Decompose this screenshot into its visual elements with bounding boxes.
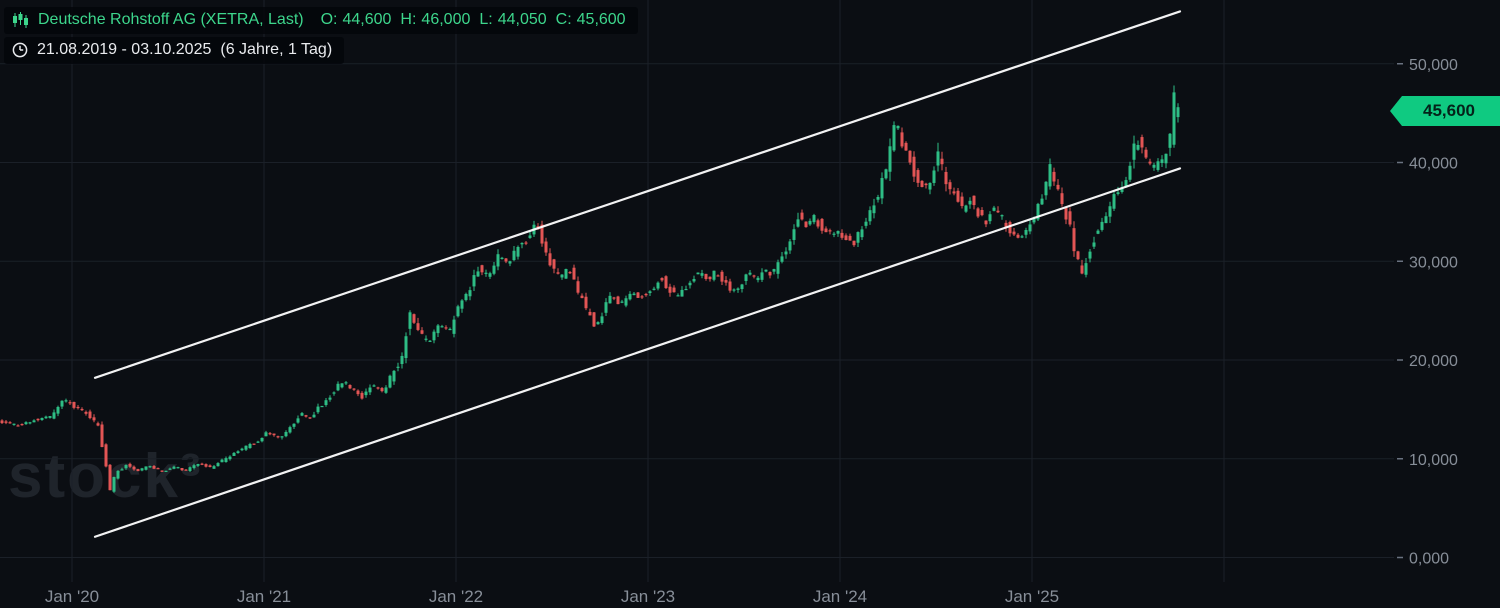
price-axis[interactable]: 50,000 40,000 30,000 20,000 10,000 0,000 [1397, 57, 1458, 568]
instrument-legend[interactable]: Deutsche Rohstoff AG (XETRA, Last) O: 44,… [4, 7, 638, 34]
high-label: H: [400, 11, 417, 28]
trend-channel-lower-line[interactable] [93, 167, 1182, 538]
last-price-badge: 45,600 [1390, 96, 1500, 126]
open-value: 44,600 [342, 11, 392, 28]
low-label: L: [479, 11, 493, 28]
y-axis-label: 40,000 [1409, 156, 1458, 173]
ohlc-open: O: 44,600 [321, 11, 392, 29]
x-axis-label: Jan '24 [813, 587, 867, 606]
x-axis-label: Jan '20 [45, 587, 99, 606]
y-axis-label: 30,000 [1409, 254, 1458, 271]
time-axis[interactable]: Jan '20 Jan '21 Jan '22 Jan '23 Jan '24 Jan '… [45, 587, 1059, 606]
period-text: (6 Jahre, 1 Tag) [220, 41, 333, 58]
close-label: C: [555, 11, 572, 28]
clock-icon [12, 42, 28, 58]
trend-channel[interactable] [93, 10, 1182, 538]
candlestick-icon [12, 12, 29, 28]
high-value: 46,000 [421, 11, 471, 28]
x-axis-label: Jan '25 [1005, 587, 1059, 606]
last-price-value: 45,600 [1423, 101, 1475, 120]
x-axis-label: Jan '23 [621, 587, 675, 606]
y-axis-label: 10,000 [1409, 452, 1458, 469]
instrument-name: Deutsche Rohstoff AG (XETRA, Last) [38, 11, 304, 28]
ohlc-low: L: 44,050 [479, 11, 546, 29]
x-axis-label: Jan '22 [429, 587, 483, 606]
y-axis-label: 0,000 [1409, 551, 1449, 568]
low-value: 44,050 [497, 11, 547, 28]
y-axis-label: 50,000 [1409, 57, 1458, 74]
candles-layer [0, 85, 1180, 493]
x-axis-label: Jan '21 [237, 587, 291, 606]
grid-layer [0, 0, 1394, 582]
ohlc-close: C: 45,600 [556, 11, 626, 29]
date-range-text: 21.08.2019 - 03.10.2025 [37, 41, 212, 58]
close-value: 45,600 [576, 11, 626, 28]
stock3-watermark: stock³ [8, 442, 203, 511]
y-axis-label: 20,000 [1409, 353, 1458, 370]
open-label: O: [320, 11, 338, 28]
ohlc-high: H: 46,000 [400, 11, 470, 29]
trend-channel-upper-line[interactable] [93, 10, 1182, 379]
date-range-legend[interactable]: 21.08.2019 - 03.10.2025 (6 Jahre, 1 Tag) [4, 37, 345, 64]
